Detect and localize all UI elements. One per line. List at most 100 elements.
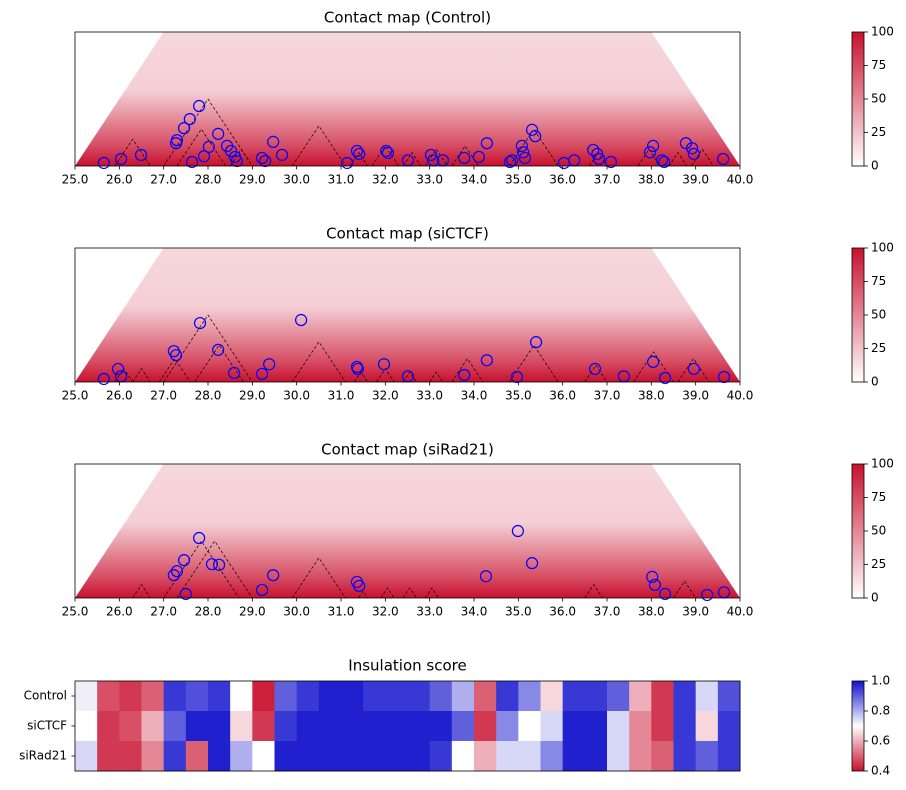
- heatmap-cell: [318, 711, 342, 742]
- heatmap-cell: [451, 711, 475, 742]
- heatmap-cell: [651, 741, 674, 772]
- heatmap-cell: [97, 711, 120, 742]
- colorbar: [851, 680, 865, 772]
- heatmap-cell: [97, 681, 120, 712]
- heatmap-cell: [185, 681, 209, 712]
- loop: [479, 570, 493, 583]
- heatmap-cell: [385, 741, 408, 772]
- heatmap-cell: [496, 711, 519, 742]
- loop: [193, 316, 207, 330]
- loop: [643, 146, 657, 159]
- x-tick-label: 40.0: [727, 605, 754, 619]
- heatmap-cell: [75, 741, 98, 772]
- x-tick-label: 35.0: [505, 605, 532, 619]
- colorbar-tick-label: 100: [871, 241, 894, 255]
- x-tick-label: 28.0: [195, 389, 222, 403]
- x-tick-label: 29.0: [239, 389, 266, 403]
- heatmap-cell: [584, 681, 608, 712]
- loop: [646, 570, 659, 583]
- loop: [511, 524, 524, 538]
- loop: [377, 358, 391, 371]
- heatmap-cell: [363, 741, 386, 772]
- tad-triangle: [402, 151, 422, 166]
- heatmap-cell: [518, 711, 541, 742]
- loop: [648, 578, 661, 592]
- loop: [275, 148, 289, 162]
- tad-triangle: [584, 583, 603, 598]
- heatmap-cell: [474, 711, 497, 742]
- colorbar-tick-label: 0.6: [871, 734, 890, 748]
- tad-triangle: [402, 371, 417, 382]
- x-tick-label: 29.0: [239, 173, 266, 187]
- heatmap-cell: [717, 681, 741, 712]
- tad-triangle: [354, 371, 368, 382]
- tad-triangle: [673, 580, 696, 598]
- heatmap-cell: [540, 711, 564, 742]
- x-tick-label: 25.0: [62, 605, 89, 619]
- heatmap-cell: [407, 711, 431, 742]
- chart-title: Contact map (Control): [324, 9, 491, 27]
- y-tick-label: siRad21: [19, 749, 67, 763]
- loop: [529, 130, 542, 143]
- x-tick-label: 36.0: [549, 605, 576, 619]
- heatmap-cell: [407, 681, 431, 712]
- loop: [353, 147, 366, 161]
- x-tick-label: 31.0: [328, 605, 355, 619]
- heatmap-cell: [208, 681, 231, 712]
- x-tick-label: 26.0: [106, 173, 133, 187]
- x-tick-label: 29.0: [239, 605, 266, 619]
- x-tick-label: 27.0: [150, 605, 177, 619]
- chart-title: Insulation score: [348, 657, 466, 675]
- colorbar-tick-label: 50: [871, 524, 886, 538]
- x-tick-label: 39.0: [682, 173, 709, 187]
- tad-triangle: [402, 587, 417, 598]
- loop: [587, 143, 600, 157]
- heatmap-cell: [163, 711, 187, 742]
- heatmap-cell: [518, 681, 541, 712]
- x-tick-label: 33.0: [416, 389, 443, 403]
- x-tick-label: 28.0: [195, 605, 222, 619]
- x-tick-label: 31.0: [328, 389, 355, 403]
- x-tick-label: 32.0: [372, 389, 399, 403]
- loop: [529, 336, 543, 349]
- heatmap-cell: [651, 711, 674, 742]
- loop: [177, 554, 191, 567]
- x-tick-label: 28.0: [195, 173, 222, 187]
- x-tick-label: 35.0: [505, 389, 532, 403]
- chart-title: Contact map (siRad21): [321, 441, 494, 459]
- heatmap-cell: [540, 741, 564, 772]
- heatmap-cell: [407, 741, 431, 772]
- colorbar-tick-label: 0.8: [871, 704, 890, 718]
- heatmap-cell: [695, 741, 719, 772]
- loop: [592, 152, 606, 166]
- heatmap-cell: [185, 741, 209, 772]
- heatmap-cell: [141, 681, 165, 712]
- x-tick-label: 40.0: [727, 173, 754, 187]
- heatmap-cell: [208, 711, 231, 742]
- heatmap-cell: [296, 681, 320, 712]
- heatmap-cell: [607, 711, 630, 742]
- tad-triangle: [451, 357, 484, 382]
- heatmap-cell: [717, 711, 741, 742]
- colorbar-tick-label: 50: [871, 92, 886, 106]
- heatmap-cell: [629, 741, 652, 772]
- heatmap-cell: [629, 711, 652, 742]
- x-tick-label: 30.0: [283, 605, 310, 619]
- heatmap-cell: [230, 681, 253, 712]
- tad-triangle: [633, 351, 674, 382]
- loop: [687, 147, 700, 161]
- tad-triangle: [163, 98, 253, 166]
- heatmap-cell: [163, 681, 187, 712]
- x-tick-label: 27.0: [150, 173, 177, 187]
- heatmap-cell: [607, 681, 630, 712]
- heatmap-cell: [274, 681, 298, 712]
- axes-frame: [74, 247, 741, 383]
- colorbar-tick-label: 25: [871, 125, 886, 139]
- loop: [588, 362, 602, 376]
- heatmap-cell: [141, 711, 165, 742]
- heatmap-cell: [163, 741, 187, 772]
- loop: [193, 99, 206, 113]
- tad-triangle: [584, 364, 608, 382]
- loop: [212, 127, 225, 140]
- colorbar-tick-label: 75: [871, 58, 886, 72]
